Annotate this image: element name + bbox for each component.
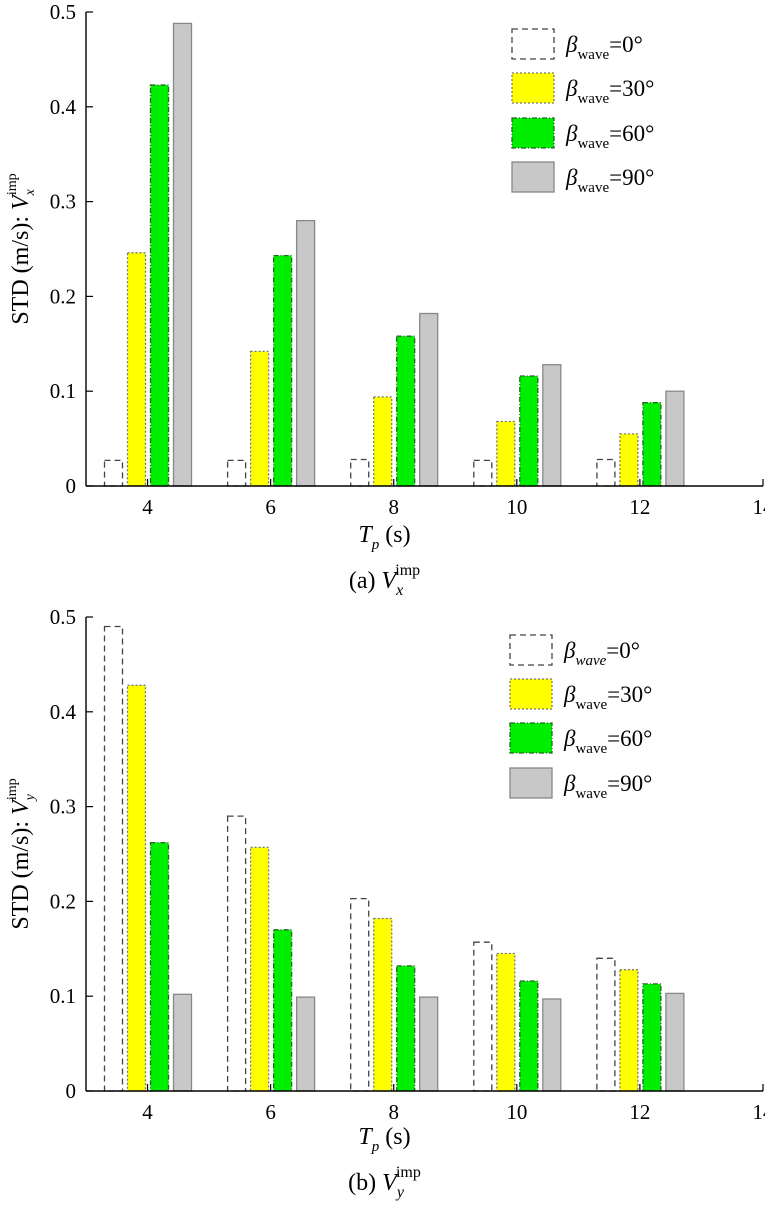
legend-label-b-s0: βwave=0° xyxy=(563,638,640,669)
x-tick-label-a: 14 xyxy=(753,495,765,519)
legend-swatch-b-s3 xyxy=(509,767,553,799)
y-axis-label-a: STD (m/s): Vximp xyxy=(5,173,38,324)
bar-b-s3-x12 xyxy=(665,992,685,1092)
bar-b-s2-x12 xyxy=(642,983,662,1092)
y-tick-label-a: 0.2 xyxy=(50,284,76,308)
bar-b-s2-x4 xyxy=(149,841,170,1092)
bar-b-s2-x8 xyxy=(396,965,416,1092)
chart-panel-b: 0 0.1 0.2 0.3 0.4 0.5 4 6 8 10 12 14 Tp (s) STD (m/s)… xyxy=(5,605,765,1201)
bar-a-s1-x10 xyxy=(496,420,516,487)
bar-a-s1-x6 xyxy=(249,350,270,487)
bar-b-s1-x12 xyxy=(619,969,639,1092)
bar-b-s3-x8 xyxy=(419,996,439,1092)
bar-b-s0-x10 xyxy=(473,941,493,1092)
y-axis-label-b: STD (m/s): Vyimp xyxy=(5,778,38,929)
x-tick-label-a: 4 xyxy=(142,495,153,519)
legend-swatch-a-s3 xyxy=(511,161,555,193)
bar-b-s0-x4 xyxy=(103,625,124,1092)
bar-a-s2-x6 xyxy=(272,254,293,487)
y-tick-label-b: 0.3 xyxy=(50,795,76,819)
bar-b-s0-x8 xyxy=(350,897,370,1092)
x-tick-label-b: 6 xyxy=(265,1100,276,1124)
bar-b-s0-x12 xyxy=(596,957,616,1092)
chart-panel-a: 0 0.1 0.2 0.3 0.4 0.5 4 6 8 10 12 14 Tp (s) STD (m/s)… xyxy=(5,0,765,599)
y-tick-label-a: 0.5 xyxy=(50,0,76,24)
x-tick-label-a: 12 xyxy=(629,495,650,519)
y-tick-label-b: 0.5 xyxy=(50,605,76,629)
bar-a-s2-x10 xyxy=(519,375,539,487)
bar-a-s1-x12 xyxy=(619,433,639,487)
bar-b-s3-x6 xyxy=(295,996,316,1092)
legend-swatch-b-s0 xyxy=(509,634,553,666)
bar-a-s0-x12 xyxy=(596,458,616,487)
bar-a-s0-x6 xyxy=(226,459,247,487)
bar-a-s0-x8 xyxy=(350,458,370,487)
x-tick-label-b: 12 xyxy=(629,1100,650,1124)
legend-label-a-s3: βwave=90° xyxy=(565,165,654,196)
bar-a-s3-x12 xyxy=(665,390,685,487)
bar-a-s3-x8 xyxy=(419,312,439,487)
bar-b-s2-x10 xyxy=(519,980,539,1092)
legend-label-b-s3: βwave=90° xyxy=(563,771,652,802)
x-tick-label-b: 4 xyxy=(142,1100,153,1124)
y-tick-label-b: 0 xyxy=(66,1079,77,1103)
bar-b-s0-x6 xyxy=(226,815,247,1092)
legend-swatch-b-s1 xyxy=(509,678,553,710)
x-axis-label-a: Tp (s) xyxy=(358,522,410,553)
bar-b-s2-x6 xyxy=(272,929,293,1092)
y-tick-label-b: 0.1 xyxy=(50,984,76,1008)
legend-label-b-s1: βwave=30° xyxy=(563,682,652,713)
bar-a-s2-x4 xyxy=(149,84,170,487)
bar-a-s0-x10 xyxy=(473,459,493,487)
bar-a-s2-x8 xyxy=(396,335,416,487)
bar-b-s1-x6 xyxy=(249,846,270,1092)
x-tick-label-a: 8 xyxy=(388,495,399,519)
bar-a-s1-x8 xyxy=(373,396,393,487)
bar-a-s3-x4 xyxy=(172,22,193,487)
bar-b-s1-x4 xyxy=(126,684,147,1092)
legend-swatch-a-s1 xyxy=(511,72,555,104)
x-tick-label-b: 14 xyxy=(753,1100,765,1124)
legend-swatch-a-s2 xyxy=(511,117,555,149)
x-tick-label-b: 10 xyxy=(506,1100,527,1124)
legend-label-b-s2: βwave=60° xyxy=(563,726,652,757)
bar-a-s2-x12 xyxy=(642,401,662,487)
bar-b-s1-x10 xyxy=(496,952,516,1092)
x-tick-label-a: 10 xyxy=(506,495,527,519)
legend-swatch-a-s0 xyxy=(511,28,555,60)
panel-caption-b: (b) Vyimp xyxy=(348,1164,421,1201)
x-tick-label-a: 6 xyxy=(265,495,276,519)
legend-label-a-s1: βwave=30° xyxy=(565,76,654,107)
x-tick-label-b: 8 xyxy=(388,1100,399,1124)
y-tick-label-b: 0.4 xyxy=(50,700,77,724)
legend-swatch-b-s2 xyxy=(509,722,553,754)
bar-a-s0-x4 xyxy=(103,459,124,487)
y-tick-label-a: 0.3 xyxy=(50,190,76,214)
bar-a-s1-x4 xyxy=(126,252,147,487)
bar-b-s1-x8 xyxy=(373,917,393,1092)
legend-label-a-s2: βwave=60° xyxy=(565,121,654,152)
bar-b-s3-x10 xyxy=(542,998,562,1092)
y-tick-label-a: 0 xyxy=(66,474,77,498)
panel-caption-a: (a) Vximp xyxy=(349,562,420,599)
x-axis-label-b: Tp (s) xyxy=(358,1124,410,1155)
y-tick-label-b: 0.2 xyxy=(50,889,76,913)
bar-a-s3-x6 xyxy=(295,219,316,487)
legend-label-a-s0: βwave=0° xyxy=(565,32,643,63)
y-tick-label-a: 0.1 xyxy=(50,379,76,403)
bar-b-s3-x4 xyxy=(172,993,193,1092)
y-tick-label-a: 0.4 xyxy=(50,95,77,119)
bar-a-s3-x10 xyxy=(542,364,562,487)
